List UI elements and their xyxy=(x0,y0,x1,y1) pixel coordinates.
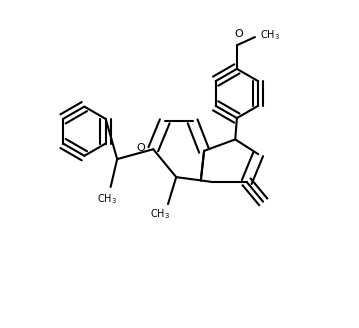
Text: O: O xyxy=(234,30,243,39)
Text: CH$_3$: CH$_3$ xyxy=(150,207,170,221)
Text: CH$_3$: CH$_3$ xyxy=(260,29,280,42)
Text: O: O xyxy=(136,143,145,153)
Text: CH$_3$: CH$_3$ xyxy=(97,192,117,206)
